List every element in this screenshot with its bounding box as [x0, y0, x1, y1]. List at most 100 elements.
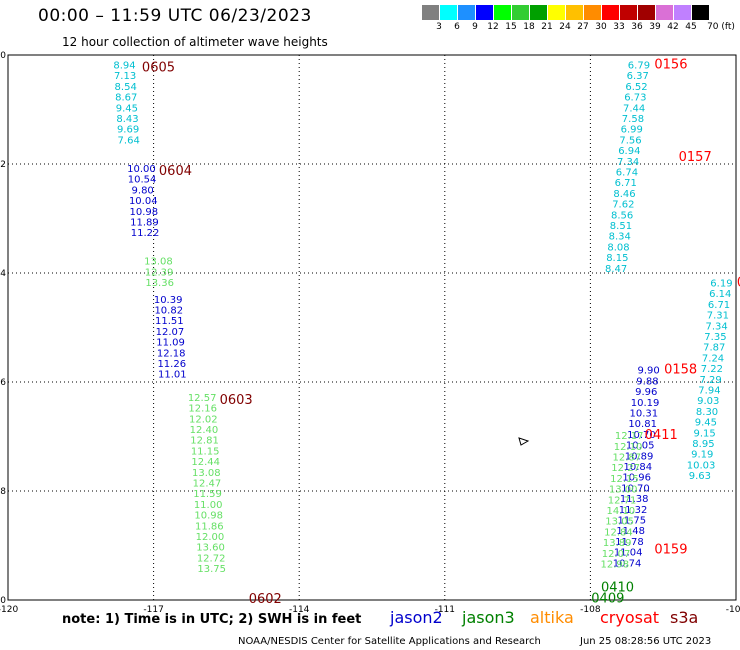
wave-height-value: 7.34	[617, 157, 639, 168]
colorbar-label: 21	[541, 22, 553, 32]
lon-tick-label: -105	[726, 605, 740, 615]
wave-height-value: 9.63	[689, 471, 711, 482]
colorbar-label: 9	[472, 22, 478, 32]
wave-height-value: 13.89	[603, 538, 632, 549]
wave-height-value: 7.34	[706, 321, 728, 332]
wave-height-value: 10.05	[626, 441, 655, 452]
wave-height-value: 13.75	[197, 564, 226, 575]
satellite-legend-jason2: jason2	[390, 608, 443, 627]
colorbar-swatch	[458, 5, 476, 20]
wave-height-value: 12.81	[190, 436, 219, 447]
colorbar-swatch	[674, 5, 692, 20]
lat-tick-label: -28	[0, 487, 6, 497]
wave-height-value: 9.19	[691, 450, 713, 461]
colorbar-swatch	[494, 5, 512, 20]
map-title: 00:00 – 11:59 UTC 06/23/2023	[38, 6, 312, 26]
wave-height-value: 7.58	[622, 114, 644, 125]
wave-height-value: 10.96	[622, 473, 651, 484]
wave-height-value: 11.59	[193, 489, 222, 500]
wave-height-value: 12.47	[193, 479, 222, 490]
wave-height-value: 8.51	[610, 221, 632, 232]
wave-height-value: 7.64	[118, 135, 140, 146]
wave-height-value: 6.79	[628, 60, 650, 71]
colorbar-swatch	[692, 5, 710, 20]
pass-time-label: 0412	[737, 275, 740, 290]
colorbar-swatch	[656, 5, 674, 20]
wave-height-value: 12.07	[602, 549, 631, 560]
colorbar-swatch	[602, 5, 620, 20]
lon-tick-label: -108	[580, 605, 601, 615]
wave-height-value: 9.15	[694, 428, 716, 439]
footer-org: NOAA/NESDIS Center for Satellite Applica…	[238, 636, 541, 647]
pass-time-label: 0409	[591, 592, 624, 607]
pass-time-label: 0157	[679, 150, 712, 165]
colorbar-swatch	[584, 5, 602, 20]
wave-height-value: 12.07	[156, 327, 185, 338]
wave-height-value: 10.70	[621, 483, 650, 494]
wave-height-value: 6.73	[624, 93, 646, 104]
wave-height-value: 9.96	[635, 387, 657, 398]
wave-height-value: 12.71	[608, 495, 637, 506]
colorbar-label: 27	[577, 22, 589, 32]
wave-height-value: 8.95	[692, 439, 714, 450]
colorbar-label: 24	[559, 22, 571, 32]
wave-height-value: 6.19	[710, 278, 732, 289]
wave-height-value: 11.78	[615, 537, 644, 548]
wave-height-value: 13.08	[192, 468, 221, 479]
wave-height-value: 11.48	[616, 526, 645, 537]
colorbar-label: 45	[685, 22, 697, 32]
wave-height-value: 8.56	[611, 210, 633, 221]
lon-tick-label: -111	[435, 605, 455, 615]
wave-height-value: 9.45	[116, 103, 138, 114]
wave-height-value: 9.69	[117, 125, 139, 136]
wave-height-value: 10.82	[154, 306, 183, 317]
lat-tick-label: -20	[0, 51, 6, 61]
wave-height-value: 11.89	[130, 218, 159, 229]
wave-height-value: 12.84	[604, 527, 633, 538]
lat-tick-label: -22	[0, 160, 6, 170]
wave-height-value: 7.44	[623, 103, 645, 114]
colorbar-swatch	[620, 5, 638, 20]
wave-height-value: 13.05	[605, 517, 634, 528]
wave-height-value: 12.18	[157, 348, 186, 359]
wave-height-value: 11.32	[619, 505, 648, 516]
wave-height-value: 12.44	[191, 457, 220, 468]
wave-height-value: 8.94	[113, 60, 135, 71]
wave-height-value: 6.71	[708, 300, 730, 311]
wave-height-value: 6.74	[616, 167, 638, 178]
wave-height-value: 7.29	[700, 375, 722, 386]
wave-height-value: 11.22	[131, 228, 160, 239]
colorbar-label: 30	[595, 22, 607, 32]
wave-height-value: 12.17	[615, 431, 644, 442]
colorbar-label: 42	[667, 22, 679, 32]
wave-height-value: 12.15	[610, 474, 639, 485]
colorbar-label: 18	[523, 22, 535, 32]
wave-height-value: 11.01	[158, 370, 187, 381]
wave-height-value: 9.80	[132, 185, 154, 196]
colorbar-label: 70 (ft)	[707, 22, 735, 32]
colorbar-swatch	[440, 5, 458, 20]
colorbar-swatch	[566, 5, 584, 20]
wave-height-value: 10.00	[127, 164, 156, 175]
wave-height-value: 10.98	[130, 207, 159, 218]
wave-height-value: 7.56	[619, 135, 641, 146]
wave-height-value: 12.98	[601, 559, 630, 570]
colorbar-swatch	[638, 5, 656, 20]
wave-height-value: 7.87	[703, 343, 725, 354]
wave-height-value: 12.57	[188, 393, 217, 404]
satellite-legend-cryosat: cryosat	[600, 608, 660, 627]
colorbar-swatch	[476, 5, 494, 20]
wave-height-value: 11.86	[195, 521, 224, 532]
wave-height-value: 12.27	[611, 463, 640, 474]
wave-height-value: 9.03	[697, 396, 719, 407]
wave-height-value: 7.24	[702, 353, 724, 364]
colorbar-swatch	[422, 5, 440, 20]
satellite-legend-altika: altika	[530, 608, 574, 627]
colorbar-swatch	[512, 5, 530, 20]
wave-height-value: 12.87	[613, 452, 642, 463]
wave-height-value: 12.00	[196, 532, 225, 543]
colorbar-label: 36	[631, 22, 643, 32]
pass-time-label: 0158	[664, 363, 697, 378]
note-text: note: 1) Time is in UTC; 2) SWH is in fe…	[62, 612, 362, 627]
pass-time-label: 0159	[654, 543, 687, 558]
